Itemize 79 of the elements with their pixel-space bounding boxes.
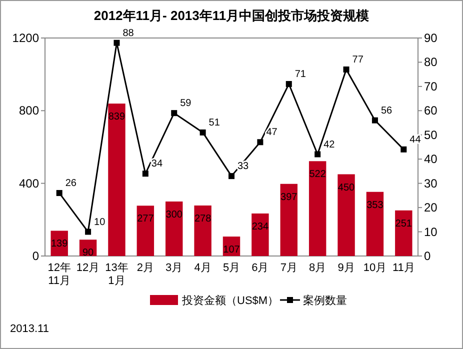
data-label: 10 [94,216,106,228]
bar [395,210,412,256]
point [85,228,92,235]
data-label: 251 [395,218,412,230]
legend-label: 案例数量 [303,294,347,307]
y2-tick-label: 30 [424,176,438,190]
bar [366,192,384,256]
point [142,170,148,177]
y2-tick-label: 20 [424,200,438,215]
point [400,146,407,152]
data-label: 44 [410,134,422,146]
data-label: 300 [166,210,183,220]
y-tick-label: 1200 [12,31,40,45]
data-label: 839 [108,112,126,123]
data-label: 59 [180,98,192,110]
bar [280,184,298,256]
data-label: 450 [338,182,356,194]
x-tick-label: 5月 [222,262,240,274]
y2-tick-label: 40 [424,152,438,166]
bar [194,205,212,256]
bar [136,206,154,256]
y-tick-label: 0 [32,249,40,263]
data-label: 90 [82,248,94,259]
data-label: 234 [252,221,269,232]
y2-tick-label: 60 [424,104,438,118]
data-label: 51 [208,117,220,128]
x-tick-label: 10月 [363,262,387,274]
chart-title: 2012年11月- 2013年11月中国创投市场投资规模 [94,8,370,23]
y-tick-label: 800 [18,104,40,118]
y2-tick-label: 10 [424,224,438,239]
data-label: 56 [380,105,393,116]
bar [108,104,126,256]
point [343,66,350,72]
point [228,173,234,180]
y2-tick-label: 70 [424,79,438,94]
point [56,190,62,196]
y2-tick-label: 0 [424,249,431,263]
x-tick-label: 11月 [392,262,415,274]
data-label: 277 [137,214,154,225]
data-label: 278 [194,213,212,224]
data-label: 26 [65,178,77,190]
data-label: 353 [366,200,384,211]
data-label: 107 [223,244,240,256]
data-label: 77 [352,54,364,66]
point [171,110,178,116]
point [286,81,292,88]
point [314,151,321,158]
y2-tick-label: 50 [424,128,438,142]
y-tick-label: 400 [18,176,40,190]
x-tick-label: 4月 [194,262,212,274]
point [257,139,264,146]
y2-tick-label: 90 [424,31,438,45]
point [114,40,120,46]
bar [308,161,326,256]
point [372,117,378,124]
x-tick-label: 12月 [76,262,100,274]
data-label: 139 [51,238,68,250]
x-tick-label: 2月 [136,262,154,274]
bar [252,213,269,256]
x-tick-label: 12年 11月 [48,262,71,287]
data-label: 71 [294,69,306,80]
data-label: 42 [324,139,336,150]
data-label: 47 [266,127,278,138]
text: 2013.11 [10,323,49,335]
x-tick-label: 6月 [252,262,269,274]
data-label: 522 [309,169,326,180]
x-tick-label: 8月 [309,262,326,274]
x-tick-label: 9月 [338,262,355,274]
legend-label: 投资金额（US$M） [181,294,279,307]
bar [166,202,183,256]
x-tick-label: 3月 [166,262,183,274]
data-label: 34 [151,158,163,170]
y2-tick-label: 80 [424,55,438,70]
data-label: 397 [280,192,298,203]
x-tick-label: 7月 [280,262,298,274]
point [200,129,206,136]
data-label: 88 [122,28,134,39]
x-tick-label: 13年 1月 [105,262,128,287]
bar [338,174,355,256]
